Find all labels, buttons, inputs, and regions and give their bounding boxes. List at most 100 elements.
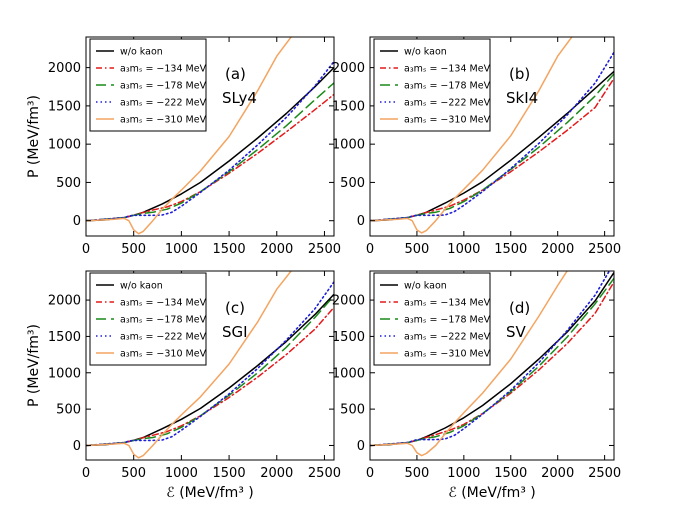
legend-label: a₃mₛ = −310 MeV bbox=[404, 349, 491, 360]
legend-label: a₃mₛ = −178 MeV bbox=[120, 315, 207, 326]
legend: w/o kaon a₃mₛ = −134 MeV a₃mₛ = −178 MeV a₃… bbox=[373, 272, 491, 366]
plot-frame bbox=[85, 36, 335, 237]
series-line-3 bbox=[86, 60, 334, 222]
panel-model: SLy4 bbox=[222, 89, 257, 107]
x-tick-label: 1000 bbox=[165, 466, 198, 481]
panel-model: SkI4 bbox=[506, 89, 538, 107]
x-tick-label: 500 bbox=[121, 242, 146, 257]
legend-label: a₃mₛ = −134 MeV bbox=[404, 298, 491, 309]
series-group bbox=[86, 37, 334, 235]
legend-frame bbox=[373, 38, 491, 132]
plot-frame bbox=[85, 270, 335, 461]
legend-label: a₃mₛ = −310 MeV bbox=[404, 115, 491, 126]
y-axis-label: P (MeV/fm³) bbox=[26, 95, 42, 178]
y-tick-label: 2000 bbox=[332, 61, 365, 76]
x-tick-label: 0 bbox=[366, 466, 374, 481]
y-tick-label: 2000 bbox=[48, 294, 81, 309]
y-tick-label: 1000 bbox=[332, 138, 365, 153]
plot-frame bbox=[369, 36, 615, 237]
x-tick-label: 1500 bbox=[494, 242, 527, 257]
series-line-3 bbox=[370, 51, 614, 222]
legend-label: a₃mₛ = −222 MeV bbox=[404, 332, 491, 343]
x-tick-label: 2500 bbox=[308, 242, 341, 257]
y-tick-label: 2000 bbox=[332, 294, 365, 309]
panel-model: SV bbox=[506, 323, 527, 341]
legend-label: a₃mₛ = −310 MeV bbox=[120, 115, 207, 126]
y-tick-label: 1500 bbox=[48, 99, 81, 114]
legend-frame bbox=[373, 272, 491, 366]
series-line-3 bbox=[86, 281, 334, 447]
x-tick-label: 1500 bbox=[213, 466, 246, 481]
y-tick-label: 1500 bbox=[48, 330, 81, 345]
y-tick-label: 500 bbox=[56, 403, 81, 418]
x-tick-label: 2000 bbox=[260, 466, 293, 481]
panel-model: SGI bbox=[222, 323, 248, 341]
series-line-3 bbox=[370, 271, 611, 447]
y-tick-label: 0 bbox=[73, 439, 81, 454]
x-tick-label: 1500 bbox=[494, 466, 527, 481]
panel-d: 0 500 1000 1500 2000 2500 0 500 1000 1500 2000 w/o … bbox=[332, 270, 621, 501]
legend-label: a₃mₛ = −134 MeV bbox=[404, 64, 491, 75]
y-tick-label: 1000 bbox=[48, 366, 81, 381]
legend-label: a₃mₛ = −178 MeV bbox=[404, 81, 491, 92]
x-tick-label: 1500 bbox=[213, 242, 246, 257]
panel-letter: (d) bbox=[509, 299, 530, 317]
y-tick-label: 500 bbox=[340, 403, 365, 418]
legend: w/o kaon a₃mₛ = −134 MeV a₃mₛ = −178 MeV a₃… bbox=[89, 38, 207, 132]
x-tick-label: 0 bbox=[82, 242, 90, 257]
y-tick-label: 500 bbox=[340, 176, 365, 191]
x-axis-label: ℰ (MeV/fm³ ) bbox=[448, 485, 535, 501]
legend-label: w/o kaon bbox=[120, 47, 163, 58]
series-line-2 bbox=[86, 82, 334, 222]
panel-letter: (c) bbox=[225, 299, 245, 317]
x-tick-label: 2500 bbox=[588, 242, 621, 257]
y-tick-label: 1000 bbox=[48, 138, 81, 153]
series-line-4 bbox=[370, 271, 568, 457]
legend-label: w/o kaon bbox=[120, 281, 163, 292]
series-line-2 bbox=[370, 72, 614, 222]
legend: w/o kaon a₃mₛ = −134 MeV a₃mₛ = −178 MeV a₃… bbox=[373, 38, 491, 132]
series-line-4 bbox=[370, 37, 573, 234]
y-tick-label: 0 bbox=[357, 214, 365, 229]
legend-label: a₃mₛ = −222 MeV bbox=[404, 98, 491, 109]
x-axis-label: ℰ (MeV/fm³ ) bbox=[166, 485, 253, 501]
x-tick-label: 1000 bbox=[447, 466, 480, 481]
x-tick-label: 0 bbox=[82, 466, 90, 481]
legend-label: w/o kaon bbox=[404, 47, 447, 58]
legend: w/o kaon a₃mₛ = −134 MeV a₃mₛ = −178 MeV a₃… bbox=[89, 272, 207, 366]
y-tick-label: 500 bbox=[56, 176, 81, 191]
series-group bbox=[370, 271, 614, 457]
x-tick-label: 1000 bbox=[447, 242, 480, 257]
y-tick-label: 2000 bbox=[48, 61, 81, 76]
panel-b: 0 500 1000 1500 2000 2500 0 500 1000 1500 2000 w/o … bbox=[332, 36, 621, 257]
x-tick-label: 500 bbox=[121, 466, 146, 481]
y-tick-label: 0 bbox=[73, 214, 81, 229]
series-group bbox=[86, 271, 334, 459]
legend-label: a₃mₛ = −310 MeV bbox=[120, 349, 207, 360]
panel-a: 0 500 1000 1500 2000 2500 0 500 1000 1500 2000 w/o … bbox=[26, 36, 341, 257]
plot-frame bbox=[369, 270, 615, 461]
x-tick-label: 0 bbox=[366, 242, 374, 257]
panel-letter: (b) bbox=[509, 65, 530, 83]
x-tick-label: 2500 bbox=[308, 466, 341, 481]
y-axis-label: P (MeV/fm³) bbox=[26, 324, 42, 407]
x-tick-label: 1000 bbox=[165, 242, 198, 257]
legend-label: a₃mₛ = −134 MeV bbox=[120, 64, 207, 75]
x-tick-label: 2000 bbox=[541, 242, 574, 257]
series-line-4 bbox=[86, 271, 292, 459]
series-line-2 bbox=[86, 294, 334, 447]
y-tick-label: 1000 bbox=[332, 366, 365, 381]
x-tick-label: 500 bbox=[405, 242, 430, 257]
legend-label: a₃mₛ = −222 MeV bbox=[120, 332, 207, 343]
legend-frame bbox=[89, 38, 207, 132]
series-line-4 bbox=[86, 37, 292, 235]
series-group bbox=[370, 37, 614, 234]
x-tick-label: 2000 bbox=[541, 466, 574, 481]
x-tick-label: 2500 bbox=[588, 466, 621, 481]
legend-label: w/o kaon bbox=[404, 281, 447, 292]
y-tick-label: 1500 bbox=[332, 330, 365, 345]
x-tick-label: 500 bbox=[405, 466, 430, 481]
legend-label: a₃mₛ = −178 MeV bbox=[404, 315, 491, 326]
